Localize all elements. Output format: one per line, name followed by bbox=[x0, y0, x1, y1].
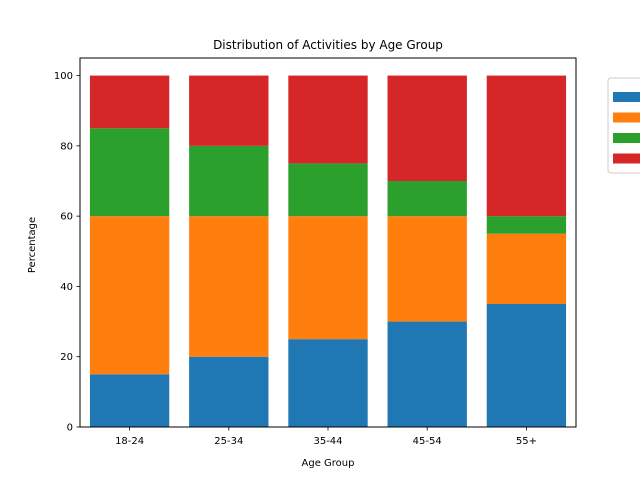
bar-segment-35-44-series-1 bbox=[288, 339, 368, 427]
chart-title: Distribution of Activities by Age Group bbox=[213, 38, 443, 52]
x-axis-label: Age Group bbox=[302, 458, 355, 469]
legend-swatch-series-2 bbox=[613, 112, 640, 123]
bar-segment-45-54-series-4 bbox=[387, 75, 467, 181]
y-tick-label: 20 bbox=[60, 352, 73, 363]
bar-segment-35-44-series-2 bbox=[288, 216, 368, 340]
bar-segment-55+-series-3 bbox=[486, 216, 567, 234]
bar-segment-45-54-series-3 bbox=[387, 181, 467, 217]
bar-segment-45-54-series-2 bbox=[387, 216, 467, 322]
bar-segment-18-24-series-4 bbox=[89, 75, 170, 129]
legend-swatch-series-1 bbox=[613, 92, 640, 102]
bar-segment-25-34-series-1 bbox=[189, 356, 269, 427]
bar-segment-35-44-series-4 bbox=[288, 75, 368, 164]
legend-swatch-series-3 bbox=[613, 133, 640, 143]
y-tick-label: 0 bbox=[67, 423, 73, 434]
bars-layer bbox=[89, 75, 567, 427]
axes-layer: 0 20 40 60 80 100 18-24 25-34 35-44 45-54 55+ bbox=[54, 57, 577, 447]
bar-segment-18-24-series-3 bbox=[89, 128, 170, 217]
x-tick-label: 25-34 bbox=[214, 436, 243, 447]
bar-segment-55+-series-2 bbox=[486, 233, 567, 304]
y-tick-label: 40 bbox=[60, 282, 73, 293]
x-tick-label: 55+ bbox=[516, 436, 537, 447]
y-tick-label: 80 bbox=[60, 141, 73, 152]
bar-segment-25-34-series-4 bbox=[189, 75, 269, 146]
bar-segment-25-34-series-2 bbox=[189, 216, 269, 357]
x-tick-label: 35-44 bbox=[313, 436, 342, 447]
y-axis-label: Percentage bbox=[27, 217, 38, 273]
x-tick-label: 18-24 bbox=[115, 436, 144, 447]
legend-swatch-series-4 bbox=[613, 153, 640, 164]
bar-segment-35-44-series-3 bbox=[288, 163, 368, 217]
x-tick-label: 45-54 bbox=[413, 436, 442, 447]
y-tick-label: 60 bbox=[60, 212, 73, 223]
legend bbox=[607, 77, 640, 174]
bar-segment-25-34-series-3 bbox=[189, 145, 269, 217]
bar-segment-45-54-series-1 bbox=[387, 321, 467, 427]
bar-segment-55+-series-1 bbox=[486, 304, 567, 427]
bar-segment-18-24-series-1 bbox=[89, 374, 170, 427]
y-tick-label: 100 bbox=[54, 71, 73, 82]
bar-segment-18-24-series-2 bbox=[89, 216, 170, 375]
bar-segment-55+-series-4 bbox=[486, 75, 567, 217]
